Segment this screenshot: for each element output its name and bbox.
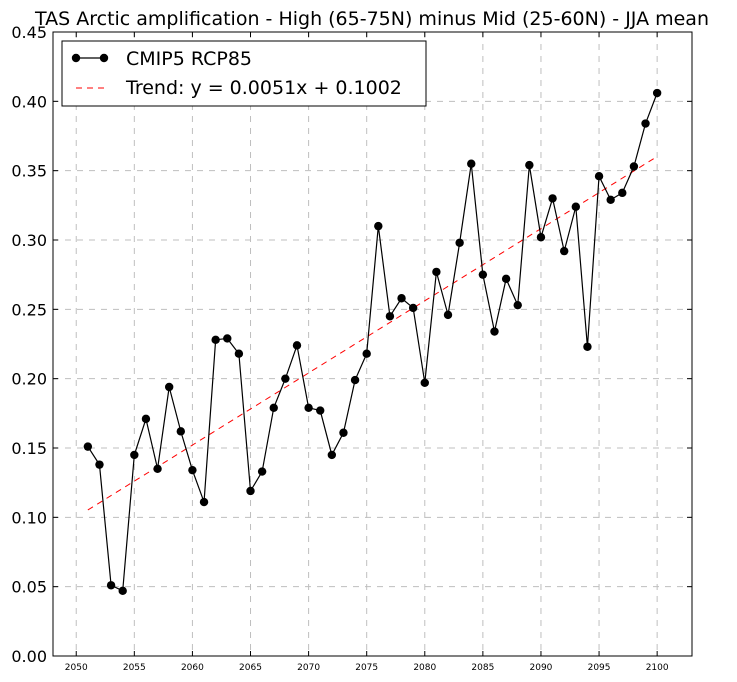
legend-label-cmip5: CMIP5 RCP85 [126,48,252,70]
data-point [641,119,650,128]
data-point [525,160,534,170]
data-point [292,341,302,350]
data-point [95,460,104,469]
legend-label-trend: Trend: y = 0.0051x + 0.1002 [125,77,402,99]
legend-marker [99,53,109,63]
data-point [652,88,662,98]
data-point [327,450,337,460]
data-point [583,342,592,351]
x-tick-label: 2055 [123,663,146,673]
data-point [223,334,232,343]
x-tick-label: 2090 [530,663,553,673]
data-point [362,349,371,358]
x-tick-label: 2050 [65,663,88,673]
data-point [141,414,151,424]
data-point [130,450,139,460]
data-point [490,327,499,336]
data-point [234,349,244,358]
data-point [164,382,174,392]
data-point [397,294,406,303]
data-point [176,427,185,436]
y-tick-label: 0.15 [11,439,47,458]
grid-lines [53,32,692,656]
data-point [560,246,569,256]
chart-title: TAS Arctic amplification - High (65-75N)… [34,8,709,30]
data-point [536,233,546,242]
y-tick-label: 0.00 [11,647,47,666]
x-tick-label: 2100 [646,663,669,673]
data-point [316,406,325,415]
data-point [408,303,418,313]
y-tick-label: 0.45 [11,23,47,42]
data-point [618,188,627,198]
data-point [455,238,464,247]
data-point [385,312,395,321]
data-point [374,221,383,231]
data-point [606,195,615,204]
x-tick-label: 2065 [239,663,262,673]
legend: CMIP5 RCP85 Trend: y = 0.0051x + 0.1002 [61,40,427,107]
y-tick-label: 0.20 [11,370,47,389]
y-tick-label: 0.35 [11,162,47,181]
data-point [106,581,116,590]
data-point [420,378,429,388]
data-point [257,467,267,476]
x-tick-label: 2070 [297,663,320,673]
series-cmip5-line [87,92,658,592]
x-tick-label: 2080 [413,663,436,673]
x-tick-label: 2085 [471,663,494,673]
data-point [339,428,348,437]
data-point [467,159,476,168]
data-point [118,586,127,596]
data-point [571,202,581,211]
tick-labels: 0.00 0.05 0.10 0.15 0.20 0.25 0.30 0.35 0.40 0.45… [11,23,668,673]
data-point [211,335,220,345]
data-point [246,486,255,496]
data-point [594,172,604,181]
data-point [281,374,290,383]
data-point [269,403,278,412]
data-point [432,267,441,277]
data-point [304,403,313,412]
data-point [83,442,93,451]
y-tick-label: 0.40 [11,92,47,111]
y-tick-label: 0.10 [11,508,47,527]
data-point [153,464,162,473]
data-point [199,497,209,507]
y-tick-label: 0.30 [11,231,47,250]
x-tick-label: 2095 [588,663,611,673]
data-point [513,300,522,310]
data-point [548,194,557,203]
x-tick-label: 2060 [181,663,204,673]
y-tick-label: 0.05 [11,578,47,597]
y-tick-label: 0.25 [11,300,47,319]
legend-marker [71,53,81,63]
series-lines [83,88,662,596]
x-tick-label: 2075 [355,663,378,673]
data-point [501,274,511,284]
data-point [629,162,639,171]
series-trend-line [87,156,658,511]
data-point [188,465,197,475]
data-point [443,310,453,320]
legend-box [61,40,427,107]
data-point [350,375,360,385]
data-point [478,270,488,279]
axis-ticks [53,31,692,657]
plot-frame [52,31,693,657]
